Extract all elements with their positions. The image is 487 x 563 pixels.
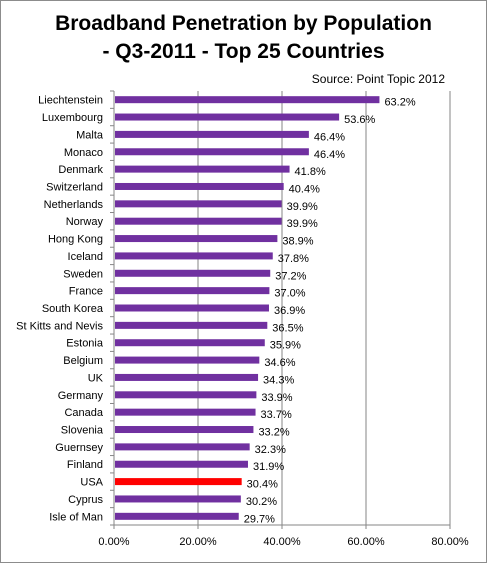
data-label: 40.4% (289, 183, 320, 195)
category-label: Monaco (64, 147, 103, 159)
category-label: Luxembourg (42, 112, 103, 124)
bar (115, 113, 340, 121)
data-label: 35.9% (270, 340, 301, 352)
category-label: Finland (67, 459, 103, 471)
category-label: Hong Kong (48, 234, 103, 246)
data-label: 30.4% (247, 479, 278, 491)
data-label: 33.9% (261, 392, 292, 404)
data-label: 30.2% (246, 496, 277, 508)
x-tick-label: 40.00% (263, 536, 301, 548)
data-label: 39.9% (287, 218, 318, 230)
bar (115, 182, 284, 190)
bar (115, 304, 269, 312)
bar (115, 391, 257, 399)
bar (115, 373, 259, 381)
bar (115, 287, 270, 295)
category-label: South Korea (42, 303, 104, 315)
category-label: Cyprus (68, 494, 103, 506)
category-label: USA (80, 477, 103, 489)
data-label: 37.2% (275, 270, 306, 282)
category-label: Netherlands (44, 199, 104, 211)
bar (115, 235, 278, 243)
chart-source: Source: Point Topic 2012 (311, 72, 445, 86)
category-label: France (69, 286, 103, 298)
category-label: Malta (76, 129, 104, 141)
chart-title-line-1: Broadband Penetration by Population (55, 12, 432, 35)
bar (115, 165, 290, 173)
bar (115, 200, 282, 208)
data-label: 38.9% (282, 236, 313, 248)
category-label: Belgium (63, 355, 103, 367)
data-label: 36.9% (274, 305, 305, 317)
bar (115, 130, 309, 138)
bar (115, 321, 268, 329)
data-label: 34.3% (263, 374, 294, 386)
data-label: 53.6% (344, 114, 375, 126)
data-label: 34.6% (264, 357, 295, 369)
data-label: 37.0% (274, 288, 305, 300)
category-label: Germany (58, 390, 104, 402)
category-label: Sweden (63, 268, 103, 280)
data-label: 46.4% (314, 149, 345, 161)
category-label: Isle of Man (49, 511, 103, 523)
category-label: Norway (66, 216, 104, 228)
category-label: Canada (64, 407, 103, 419)
bar (115, 252, 273, 260)
x-tick-label: 80.00% (431, 536, 469, 548)
category-label: Denmark (58, 164, 103, 176)
bar (115, 339, 265, 347)
bar (115, 426, 254, 434)
bar (115, 408, 256, 416)
data-label: 31.9% (253, 461, 284, 473)
data-label: 41.8% (295, 166, 326, 178)
category-label: Switzerland (46, 181, 103, 193)
x-tick-label: 0.00% (98, 536, 129, 548)
data-label: 33.7% (261, 409, 292, 421)
data-label: 37.8% (278, 253, 309, 265)
x-tick-label: 20.00% (179, 536, 217, 548)
category-label: UK (88, 372, 104, 384)
data-label: 46.4% (314, 131, 345, 143)
bar (115, 443, 250, 451)
bar (115, 478, 242, 486)
category-label: Estonia (66, 338, 104, 350)
bar (115, 495, 241, 503)
bar (115, 96, 380, 104)
category-label: Guernsey (55, 442, 103, 454)
data-label: 63.2% (384, 97, 415, 109)
bar (115, 269, 271, 277)
category-label: Liechtenstein (38, 95, 103, 107)
category-label: Iceland (68, 251, 103, 263)
data-label: 33.2% (258, 427, 289, 439)
bar (115, 460, 248, 468)
bar (115, 512, 239, 520)
category-label: Slovenia (61, 425, 104, 437)
bar (115, 217, 282, 225)
category-label: St Kitts and Nevis (16, 320, 103, 332)
x-tick-label: 60.00% (347, 536, 385, 548)
bar (115, 148, 309, 156)
data-label: 29.7% (244, 513, 275, 525)
data-label: 39.9% (287, 201, 318, 213)
bar (115, 356, 260, 364)
data-label: 36.5% (272, 322, 303, 334)
chart-title-line-2: - Q3-2011 - Top 25 Countries (102, 40, 385, 63)
data-label: 32.3% (255, 444, 286, 456)
